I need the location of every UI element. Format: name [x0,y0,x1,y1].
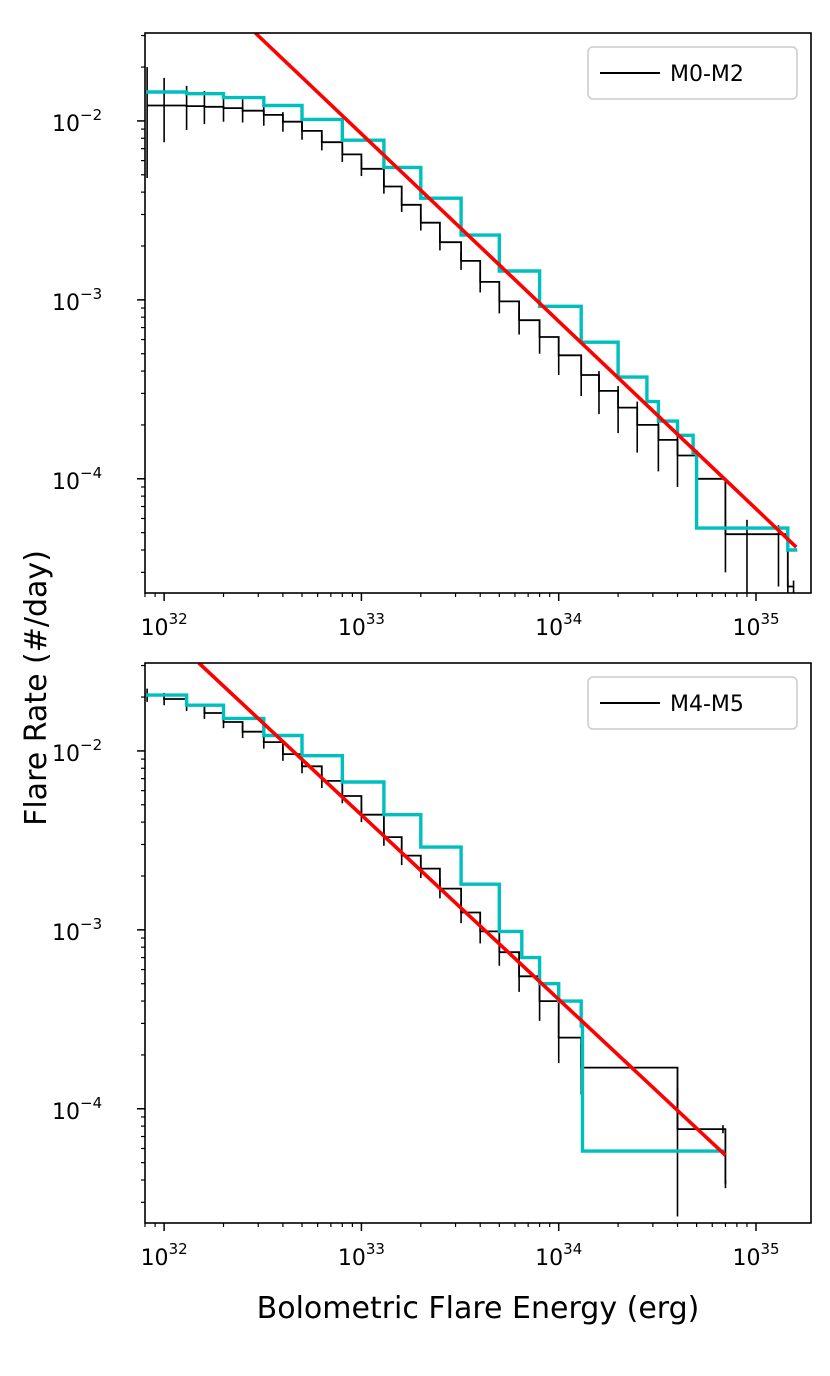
x-tick-label: 1035 [732,610,779,641]
axes-frame [144,662,812,1224]
y-tick-label: 10−4 [52,1094,102,1125]
x-tick-label: 1034 [535,1240,582,1271]
power-law-fit-line [197,663,727,1157]
y-tick-label: 10−4 [52,464,102,495]
y-tick-label: 10−2 [52,106,102,137]
x-axis-label: Bolometric Flare Energy (erg) [257,1291,700,1326]
legend: M0-M2 [587,46,798,100]
observed-step-line [147,694,727,1184]
power-law-fit-line [254,33,798,549]
y-tick-label: 10−2 [52,736,102,767]
x-tick-label: 1032 [141,1240,188,1271]
y-tick-label: 10−3 [52,915,102,946]
x-tick-label: 1034 [535,610,582,641]
panel-top: 1032 1033 1034 1035 10−2 10−3 10−4 M0-M2 [52,32,812,641]
observed-series [146,67,795,593]
y-axis-label: Flare Rate (#/day) [19,550,54,826]
model-step-curve [145,693,725,1153]
x-tick-label: 1033 [338,610,385,641]
legend-label: M0-M2 [670,62,744,87]
legend-box [587,46,798,100]
x-tick-label: 1035 [732,1240,779,1271]
panel-bottom: 1032 1033 1034 1035 10−2 10−3 10−4 M4-M5 [52,662,812,1271]
model-step-curve [145,90,798,552]
x-tick-label: 1032 [141,610,188,641]
legend-label: M4-M5 [670,692,744,717]
plot-area [145,33,798,593]
observed-series [146,688,727,1217]
axes-frame [144,32,812,594]
legend-box [587,676,798,730]
legend: M4-M5 [587,676,798,730]
plot-area [145,663,727,1217]
x-tick-label: 1033 [338,1240,385,1271]
y-tick-label: 10−3 [52,285,102,316]
